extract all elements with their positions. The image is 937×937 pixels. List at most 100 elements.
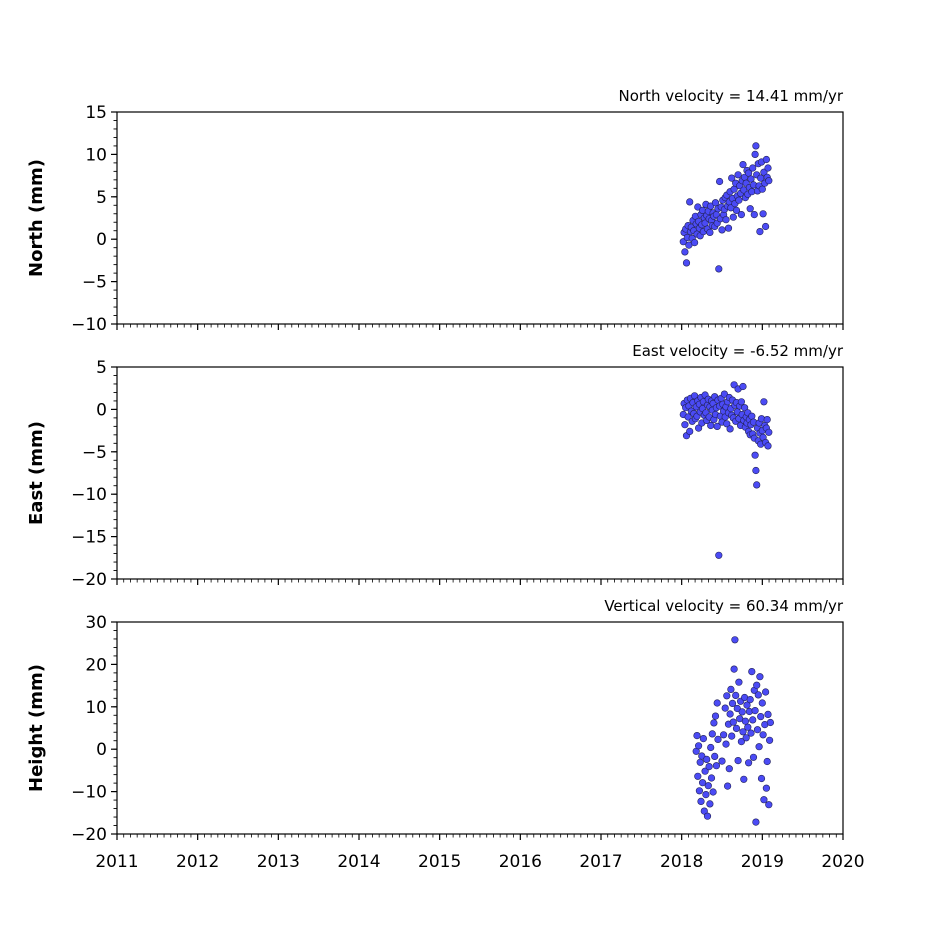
data-point (746, 695, 754, 704)
y-tick-label: 5 (96, 188, 107, 208)
data-point (752, 142, 760, 150)
data-point (760, 398, 768, 406)
data-point (704, 782, 712, 790)
data-point (742, 734, 750, 742)
data-point (710, 719, 718, 727)
east-y-axis-label: East (mm) (26, 421, 47, 525)
data-point (744, 723, 752, 731)
data-point (754, 691, 762, 699)
x-tick-label: 2015 (418, 852, 461, 872)
data-point (699, 734, 708, 743)
data-point (734, 756, 742, 765)
data-point (684, 413, 692, 421)
data-point (761, 688, 770, 696)
data-point (707, 202, 715, 210)
data-point (755, 743, 763, 751)
data-point (732, 206, 741, 214)
data-point (727, 685, 735, 694)
data-point (712, 762, 721, 770)
data-point (720, 390, 729, 398)
data-point (739, 161, 747, 169)
data-point (765, 801, 773, 809)
data-point (751, 451, 759, 459)
data-point (729, 718, 737, 726)
data-point (693, 731, 701, 740)
data-point (756, 228, 764, 236)
data-point (702, 790, 710, 799)
data-point (724, 224, 733, 232)
data-point (737, 398, 746, 406)
data-point (694, 772, 702, 780)
data-point (722, 216, 730, 224)
data-point (738, 708, 746, 716)
data-point (728, 699, 737, 708)
data-point (694, 742, 703, 750)
y-tick-label: −15 (71, 528, 107, 548)
data-point (764, 710, 772, 719)
data-point (750, 211, 758, 219)
data-point (722, 740, 730, 748)
data-point (715, 177, 724, 186)
height-series (692, 636, 775, 826)
data-point (737, 211, 746, 219)
data-point (686, 198, 694, 206)
data-point (766, 718, 775, 727)
data-point (749, 716, 757, 724)
x-tick-label: 2012 (176, 852, 219, 872)
data-point (697, 797, 705, 806)
data-point (744, 759, 753, 767)
data-point (708, 730, 716, 738)
data-point (753, 726, 762, 734)
data-point (705, 762, 713, 771)
x-tick-label: 2011 (95, 852, 138, 872)
data-point (757, 712, 765, 721)
data-point (725, 765, 733, 773)
data-point (707, 774, 716, 782)
y-tick-label: −20 (71, 825, 107, 845)
y-tick-label: −5 (82, 273, 107, 293)
data-point (739, 728, 747, 736)
data-point (715, 551, 723, 559)
data-point (711, 712, 720, 720)
data-point (760, 796, 768, 804)
data-point (695, 787, 704, 795)
panel-east: East velocity = -6.52 mm/yr East (mm) −20 −… (26, 342, 844, 590)
data-point (681, 421, 689, 429)
data-point (753, 481, 761, 489)
height-velocity-title: Vertical velocity = 60.34 mm/yr (604, 597, 844, 615)
data-point (731, 636, 739, 644)
data-point (739, 382, 747, 391)
x-tick-label: 2014 (337, 852, 380, 872)
panel-north: North velocity = 14.41 mm/yr North (mm) −1… (26, 87, 844, 335)
data-point (719, 731, 728, 739)
data-point (713, 422, 721, 431)
data-point (734, 171, 742, 179)
data-point (751, 150, 759, 158)
data-point (723, 692, 731, 700)
data-point (761, 222, 770, 231)
data-point (709, 788, 717, 796)
x-tick-label: 2019 (741, 852, 784, 872)
data-point (730, 665, 738, 673)
data-point (696, 758, 704, 766)
east-series (679, 381, 773, 559)
data-point (764, 164, 772, 172)
data-point (748, 412, 756, 420)
y-tick-label: 0 (96, 400, 107, 420)
data-point (749, 753, 758, 761)
data-point (728, 174, 736, 182)
data-point (751, 706, 759, 715)
data-point (759, 731, 767, 739)
data-point (762, 784, 771, 792)
data-point (694, 424, 703, 432)
east-velocity-title: East velocity = -6.52 mm/yr (632, 342, 844, 360)
data-point (713, 699, 721, 707)
data-point (733, 704, 741, 713)
y-tick-label: −10 (71, 783, 107, 803)
data-point (686, 427, 694, 436)
x-tick-label: 2016 (499, 852, 542, 872)
y-tick-label: 30 (85, 613, 107, 633)
data-point (721, 704, 729, 712)
data-point (764, 442, 772, 450)
